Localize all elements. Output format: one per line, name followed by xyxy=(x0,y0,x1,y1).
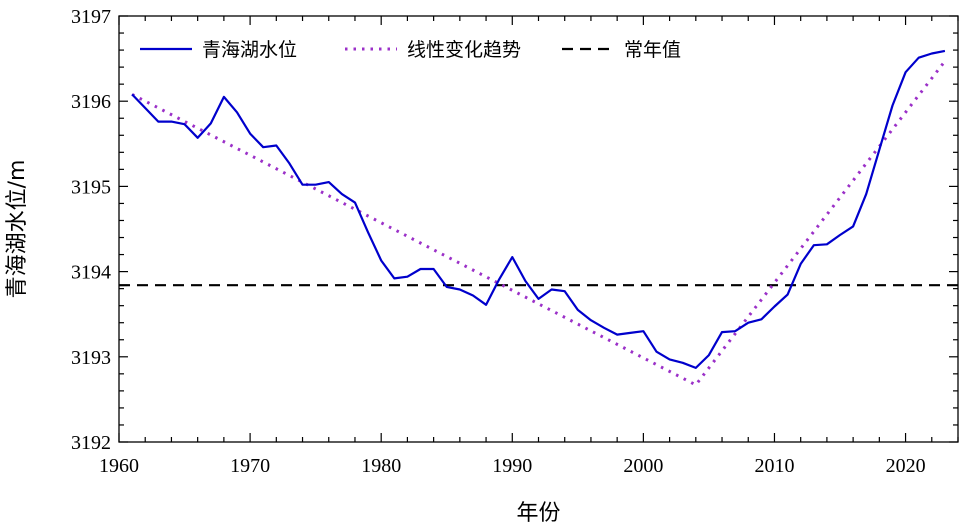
legend-label-water-level: 青海湖水位 xyxy=(202,39,297,61)
legend-label-linear-trend: 线性变化趋势 xyxy=(407,39,521,61)
y-axis-label: 青海湖水位/m xyxy=(5,160,30,299)
legend: 青海湖水位 线性变化趋势 常年值 xyxy=(140,39,681,61)
x-tick-label: 2010 xyxy=(754,455,794,477)
y-tick-label: 3195 xyxy=(71,176,111,198)
y-tick-label: 3193 xyxy=(71,347,111,369)
y-tick-label: 3196 xyxy=(71,91,111,113)
y-tick-label: 3192 xyxy=(71,432,111,454)
x-axis-label: 年份 xyxy=(516,501,560,526)
x-tick-label: 1980 xyxy=(361,455,401,477)
x-tick-label: 1990 xyxy=(492,455,532,477)
water-level-line xyxy=(131,49,946,369)
y-tick-label: 3197 xyxy=(71,6,111,28)
x-tick-label: 2020 xyxy=(886,455,926,477)
plot-frame xyxy=(118,15,959,443)
plot-layer xyxy=(119,49,958,387)
x-tick-label: 2000 xyxy=(623,455,663,477)
y-tick-label: 3194 xyxy=(71,262,111,284)
axis-layer: 1960 1970 1980 1990 2000 2010 2020 3192 3193 3194… xyxy=(71,6,959,477)
linear-trend-line xyxy=(131,60,947,387)
x-tick-label: 1970 xyxy=(230,455,270,477)
x-tick-label: 1960 xyxy=(99,455,139,477)
legend-label-normal-value: 常年值 xyxy=(624,39,681,61)
